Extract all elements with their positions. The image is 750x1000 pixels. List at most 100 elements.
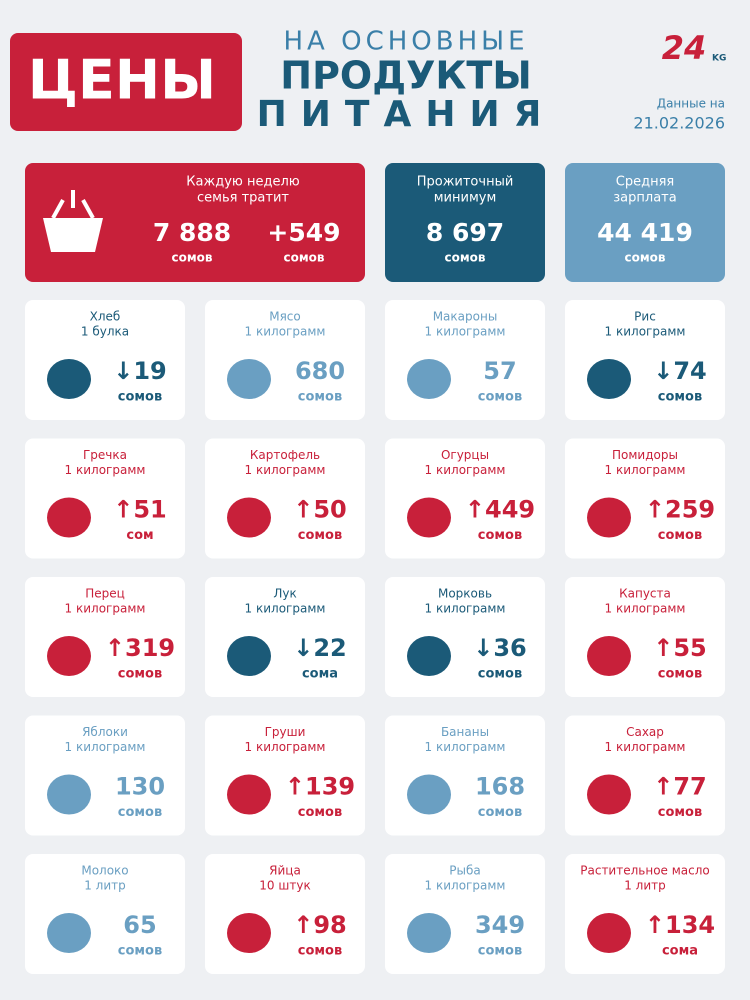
item-name: Капуста xyxy=(619,587,671,601)
item-name: Перец xyxy=(85,587,125,601)
item-unit: сом xyxy=(126,528,153,543)
item-name: Сахар xyxy=(626,725,664,739)
item-unit: сомов xyxy=(298,944,342,959)
logo: 24 xyxy=(662,29,707,67)
item-icon xyxy=(227,774,271,815)
item-value: 680 xyxy=(295,357,345,385)
summary-label: Каждую неделю xyxy=(186,175,299,190)
item-value: 57 xyxy=(483,357,516,385)
item-quantity: 1 килограмм xyxy=(245,602,326,616)
item-name: Лук xyxy=(273,587,296,601)
summary-unit: сомов xyxy=(624,251,665,265)
item-unit: сомов xyxy=(478,390,522,405)
item-quantity: 1 килограмм xyxy=(425,325,506,339)
summary-value: 7 888 xyxy=(153,218,231,247)
item-unit: сомов xyxy=(298,390,342,405)
item-icon xyxy=(47,636,91,676)
item-value: ↑50 xyxy=(293,496,347,524)
item-value: ↑139 xyxy=(285,773,355,801)
summary-value: 8 697 xyxy=(426,218,504,247)
item-quantity: 1 килограмм xyxy=(605,740,686,754)
item-quantity: 1 литр xyxy=(84,879,126,893)
item-quantity: 1 килограмм xyxy=(605,602,686,616)
item-quantity: 1 булка xyxy=(81,325,129,339)
date-label: Данные на xyxy=(657,97,725,111)
summary-card xyxy=(385,163,545,282)
item-unit: сомов xyxy=(658,390,702,405)
item-value: ↓19 xyxy=(113,357,167,385)
item-name: Картофель xyxy=(250,448,320,462)
item-name: Макароны xyxy=(433,310,498,324)
item-value: 130 xyxy=(115,773,165,801)
summary-label: семья тратит xyxy=(197,191,289,206)
item-value: ↑77 xyxy=(653,773,707,801)
logo-suffix: KG xyxy=(712,54,726,64)
item-unit: сома xyxy=(662,944,698,959)
item-quantity: 1 килограмм xyxy=(245,740,326,754)
item-unit: сомов xyxy=(478,667,522,682)
title: ЦЕНЫ xyxy=(28,49,216,112)
item-name: Морковь xyxy=(438,587,492,601)
subtitle: НА ОСНОВНЫЕ xyxy=(284,27,529,57)
item-value: ↑55 xyxy=(653,634,707,662)
item-name: Огурцы xyxy=(441,448,489,462)
item-quantity: 1 килограмм xyxy=(65,602,146,616)
item-icon xyxy=(407,359,451,399)
summary-unit: сомов xyxy=(171,251,212,265)
item-quantity: 1 килограмм xyxy=(425,463,506,477)
item-name: Растительное масло xyxy=(580,864,710,878)
item-name: Бананы xyxy=(441,725,489,739)
summary-label: Прожиточный xyxy=(417,175,514,190)
item-name: Гречка xyxy=(83,448,127,462)
item-icon xyxy=(47,359,91,399)
item-unit: сомов xyxy=(478,805,522,820)
item-name: Молоко xyxy=(81,864,128,878)
basket-icon xyxy=(43,218,103,252)
item-value: ↓22 xyxy=(293,634,347,662)
basket-handle xyxy=(51,190,95,219)
summary-label: Средняя xyxy=(616,175,674,190)
item-value: ↑449 xyxy=(465,496,535,524)
item-name: Рыба xyxy=(449,864,480,878)
item-icon xyxy=(587,359,631,399)
item-icon xyxy=(407,774,451,815)
item-icon xyxy=(407,497,451,538)
item-unit: сомов xyxy=(658,667,702,682)
summary-card xyxy=(25,163,365,282)
item-icon xyxy=(587,497,631,538)
item-unit: сомов xyxy=(118,390,162,405)
summary-value: 44 419 xyxy=(597,218,693,247)
summary-label: зарплата xyxy=(613,191,676,206)
subtitle: ПИТАНИЯ xyxy=(257,94,556,135)
item-icon xyxy=(227,359,271,399)
summary-change: +549 xyxy=(267,218,340,247)
summary-change-unit: сомов xyxy=(283,251,324,265)
item-name: Мясо xyxy=(269,310,301,324)
item-value: ↓74 xyxy=(653,357,707,385)
item-quantity: 1 килограмм xyxy=(425,740,506,754)
item-value: 65 xyxy=(123,911,156,939)
item-value: 349 xyxy=(475,911,525,939)
item-icon xyxy=(227,913,271,953)
item-value: ↑51 xyxy=(113,496,167,524)
item-unit: сомов xyxy=(298,805,342,820)
item-icon xyxy=(47,497,91,538)
item-icon xyxy=(227,497,271,538)
item-name: Яблоки xyxy=(82,725,128,739)
item-icon xyxy=(587,913,631,953)
item-value: ↓36 xyxy=(473,634,527,662)
item-quantity: 1 килограмм xyxy=(245,325,326,339)
summary-label: минимум xyxy=(434,191,497,206)
item-icon xyxy=(47,774,91,815)
item-quantity: 1 килограмм xyxy=(605,463,686,477)
item-quantity: 10 штук xyxy=(259,879,310,893)
summary-unit: сомов xyxy=(444,251,485,265)
item-unit: сомов xyxy=(298,528,342,543)
item-quantity: 1 килограмм xyxy=(65,463,146,477)
item-quantity: 1 килограмм xyxy=(245,463,326,477)
item-value: ↑134 xyxy=(645,911,715,939)
item-name: Яйца xyxy=(269,864,301,878)
item-name: Помидоры xyxy=(612,448,678,462)
item-unit: сомов xyxy=(118,805,162,820)
item-unit: сомов xyxy=(118,944,162,959)
